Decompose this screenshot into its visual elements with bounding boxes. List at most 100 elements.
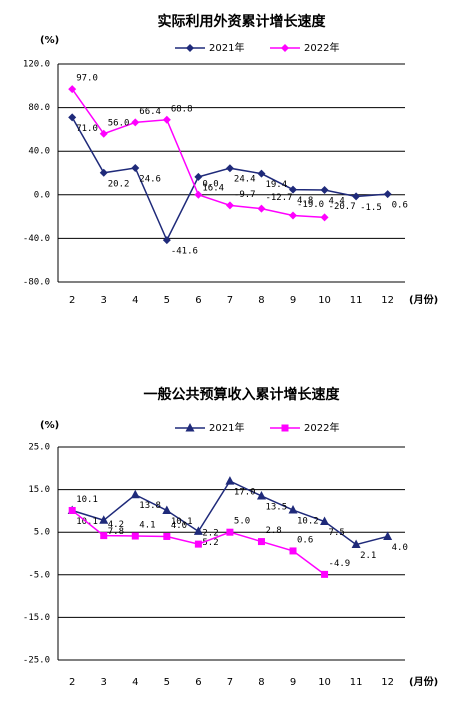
marker — [99, 168, 108, 177]
x-tick-label: 9 — [290, 677, 296, 688]
y-tick-label: 120.0 — [23, 60, 50, 70]
data-label: 13.5 — [265, 502, 287, 512]
x-tick-label: 12 — [381, 295, 394, 306]
y-tick-label: 25.0 — [28, 443, 50, 453]
marker — [99, 515, 109, 524]
marker — [194, 540, 202, 548]
y-unit: (%) — [40, 420, 59, 431]
marker — [225, 476, 235, 485]
marker — [289, 185, 298, 194]
x-tick-label: 3 — [101, 677, 107, 688]
data-label: 2.1 — [360, 551, 376, 561]
x-tick-label: 5 — [164, 295, 170, 306]
marker — [68, 506, 76, 514]
chart-title: 实际利用外资累计增长速度 — [158, 13, 327, 30]
x-tick-label: 11 — [350, 677, 363, 688]
data-label: 0.6 — [297, 535, 313, 545]
marker — [320, 516, 330, 526]
marker — [281, 424, 289, 432]
x-tick-label: 3 — [101, 295, 107, 306]
legend-label: 2022年 — [304, 421, 339, 434]
data-label: 71.0 — [76, 124, 98, 134]
x-tick-label: 4 — [132, 295, 138, 306]
marker — [383, 190, 392, 199]
marker — [289, 211, 298, 220]
data-label: 24.4 — [234, 175, 256, 185]
data-label: 4.4 — [329, 197, 345, 207]
marker — [99, 129, 108, 138]
data-label: 56.0 — [108, 118, 130, 128]
x-tick-label: 2 — [69, 677, 75, 688]
x-tick-label: 6 — [195, 677, 201, 688]
marker — [256, 490, 266, 500]
marker — [320, 186, 329, 195]
x-unit: (月份) — [409, 293, 438, 306]
marker — [321, 570, 329, 578]
data-label: 68.8 — [171, 104, 193, 114]
y-tick-label: -15.0 — [23, 613, 50, 623]
data-label: 10.1 — [76, 495, 98, 505]
marker — [162, 115, 171, 124]
marker — [162, 236, 171, 245]
marker — [68, 85, 77, 94]
x-tick-label: 8 — [258, 295, 264, 306]
y-tick-label: 0.0 — [34, 190, 50, 200]
marker — [131, 118, 140, 127]
data-label: 24.6 — [139, 174, 161, 184]
marker — [352, 192, 361, 201]
marker — [226, 528, 234, 536]
data-label: 4.1 — [139, 521, 155, 531]
data-label: 7.5 — [329, 528, 345, 538]
y-tick-label: 80.0 — [28, 103, 50, 113]
data-label: 0.6 — [392, 201, 408, 211]
x-tick-label: 10 — [318, 295, 331, 306]
data-label: -9.7 — [234, 190, 256, 200]
y-tick-label: -80.0 — [23, 278, 50, 288]
x-tick-label: 2 — [69, 295, 75, 306]
marker — [131, 532, 139, 540]
marker — [257, 204, 266, 213]
y-tick-label: -5.0 — [28, 570, 50, 580]
marker — [130, 489, 140, 499]
marker — [257, 538, 265, 546]
data-label: 4.0 — [392, 543, 408, 553]
marker — [288, 505, 298, 514]
y-tick-label: 15.0 — [28, 485, 50, 495]
data-label: 13.8 — [139, 501, 161, 511]
marker — [193, 526, 203, 535]
data-label: 10.1 — [171, 517, 193, 527]
x-tick-label: 5 — [164, 677, 170, 688]
y-tick-label: -40.0 — [23, 234, 50, 244]
legend-label: 2021年 — [209, 41, 244, 54]
x-tick-label: 8 — [258, 677, 264, 688]
marker — [131, 163, 140, 172]
x-tick-label: 12 — [381, 677, 394, 688]
marker — [351, 539, 361, 549]
legend-label: 2022年 — [304, 41, 339, 54]
x-tick-label: 10 — [318, 677, 331, 688]
data-label: -41.6 — [171, 247, 198, 257]
marker — [225, 164, 234, 173]
marker — [194, 172, 203, 181]
marker — [225, 201, 234, 210]
marker — [320, 213, 329, 222]
data-label: -12.7 — [265, 193, 292, 203]
data-label: 20.2 — [108, 179, 130, 189]
data-label: 16.4 — [202, 183, 224, 193]
marker — [100, 532, 108, 540]
x-tick-label: 7 — [227, 677, 233, 688]
data-label: -20.7 — [329, 202, 356, 212]
data-label: 10.2 — [297, 517, 319, 527]
x-unit: (月份) — [409, 675, 438, 688]
marker — [186, 44, 194, 52]
marker — [281, 44, 289, 52]
x-tick-label: 7 — [227, 295, 233, 306]
data-label: 7.8 — [108, 527, 124, 537]
x-tick-label: 4 — [132, 677, 138, 688]
marker — [257, 169, 266, 178]
data-label: 19.4 — [265, 180, 287, 190]
data-label: 0.0 — [202, 179, 218, 189]
data-label: 4.0 — [171, 521, 187, 531]
data-label: -19.0 — [297, 200, 324, 210]
